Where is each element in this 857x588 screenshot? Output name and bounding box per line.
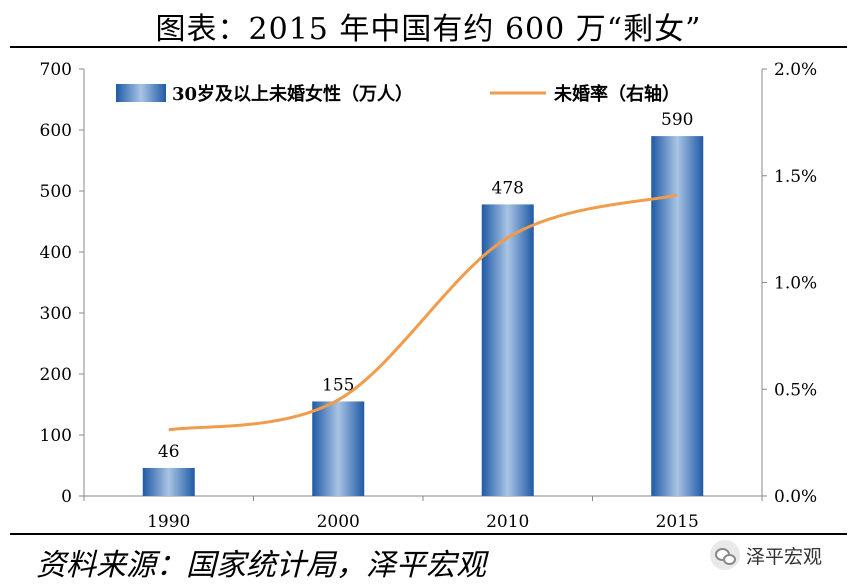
bar xyxy=(651,136,704,496)
right-axis-tick-label: 2.0% xyxy=(774,60,817,80)
left-axis-tick-label: 200 xyxy=(40,365,72,385)
right-axis-tick-label: 0.5% xyxy=(774,380,817,400)
bar xyxy=(312,401,365,496)
x-axis-tick-label: 2000 xyxy=(317,512,360,532)
left-axis-tick-label: 500 xyxy=(40,182,72,202)
legend-line-label: 未婚率（右轴） xyxy=(554,83,680,105)
left-axis-tick-label: 400 xyxy=(40,243,72,263)
source-note: 资料来源：国家统计局，泽平宏观 xyxy=(36,548,486,583)
left-axis-tick-label: 700 xyxy=(40,60,72,80)
legend-bar-swatch xyxy=(116,84,166,102)
x-axis-tick-label: 2015 xyxy=(656,512,699,532)
right-axis-tick-label: 1.5% xyxy=(774,167,817,187)
left-axis-tick-label: 600 xyxy=(40,121,72,141)
left-axis-tick-label: 300 xyxy=(40,304,72,324)
right-axis-tick-label: 0.0% xyxy=(774,487,817,507)
bar-data-label: 590 xyxy=(661,110,693,130)
bar-data-label: 478 xyxy=(492,178,524,198)
left-axis-tick-label: 100 xyxy=(40,426,72,446)
source-rule xyxy=(10,533,847,535)
chart-title: 图表：2015 年中国有约 600 万“剩女” xyxy=(155,12,702,47)
right-axis-tick-label: 1.0% xyxy=(774,274,817,294)
bar xyxy=(142,467,195,496)
left-axis-tick-label: 0 xyxy=(61,487,72,507)
title-rule xyxy=(10,46,847,48)
bar xyxy=(481,204,534,497)
brand-name: 泽平宏观 xyxy=(746,545,823,568)
wechat-icon xyxy=(710,540,740,570)
legend-bar-label: 30岁及以上未婚女性（万人） xyxy=(172,83,413,105)
x-axis-tick-label: 1990 xyxy=(147,512,190,532)
bar-data-label: 155 xyxy=(322,375,354,395)
x-axis-tick-label: 2010 xyxy=(486,512,529,532)
brand-watermark: 泽平宏观 xyxy=(710,540,822,570)
bar-data-label: 46 xyxy=(158,442,180,462)
unmarried-rate-line xyxy=(168,193,678,432)
